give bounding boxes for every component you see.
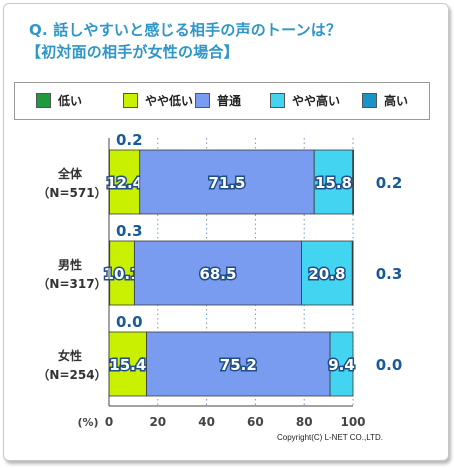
legend-swatch-normal	[195, 93, 210, 108]
bar-segment	[329, 331, 354, 397]
category-label: 全体	[57, 166, 83, 181]
chart-subtitle: 【初対面の相手が女性の場合】	[26, 43, 239, 61]
x-axis-unit: (%)	[77, 416, 98, 429]
legend-label-normal: 普通	[217, 94, 242, 108]
data-label: 68.5	[199, 265, 236, 283]
category-label: （N=317）	[37, 276, 106, 291]
data-label: 0.2	[116, 131, 143, 149]
legend: 低い やや低い 普通 やや高い 高い	[14, 82, 430, 120]
legend-label-slightly-low: やや低い	[145, 94, 194, 108]
bar-segment	[351, 240, 354, 306]
chart-title: Q. 話しやすいと感じる相手の声のトーンは？	[29, 21, 342, 39]
category-label: （N=571）	[37, 185, 106, 200]
data-label: 0.3	[116, 222, 143, 240]
bar-segment	[146, 331, 331, 397]
data-label: 0.0	[116, 313, 143, 331]
data-label: 15.8	[315, 174, 352, 192]
bar-segment	[352, 149, 354, 215]
bar-segment	[109, 149, 141, 215]
data-label: 71.5	[208, 174, 245, 192]
data-label: 0.3	[376, 265, 403, 283]
category-label: （N=254）	[37, 367, 106, 382]
bar-segment	[133, 240, 302, 306]
data-label: 12.4	[106, 174, 143, 192]
x-tick-label: 80	[296, 415, 313, 429]
bar-segment	[139, 149, 315, 215]
x-tick-label: 100	[340, 415, 365, 429]
x-tick-label: 20	[149, 415, 166, 429]
legend-label-high: 高い	[384, 94, 409, 108]
legend-swatch-high	[362, 93, 377, 108]
legend-swatch-slightly-low	[123, 93, 138, 108]
legend-label-low: 低い	[58, 94, 83, 108]
data-label: 20.8	[308, 265, 345, 283]
x-tick-label: 60	[247, 415, 264, 429]
x-tick-label: 40	[198, 415, 215, 429]
data-label: 0.2	[376, 174, 403, 192]
data-label: 9.4	[328, 356, 355, 374]
legend-label-slightly-high: やや高い	[292, 94, 341, 108]
copyright-text: Copyright(C) L-NET CO.,LTD.	[277, 433, 383, 442]
bar-segment	[313, 149, 354, 215]
data-label: 10.1	[104, 265, 141, 283]
x-tick-label: 0	[105, 415, 113, 429]
category-label: 男性	[58, 257, 82, 272]
data-label: 75.2	[220, 356, 257, 374]
legend-swatch-slightly-high	[270, 93, 285, 108]
data-label: 0.0	[376, 356, 403, 374]
category-label: 女性	[58, 348, 82, 363]
legend-swatch-low	[36, 93, 51, 108]
data-label: 15.4	[109, 356, 146, 374]
